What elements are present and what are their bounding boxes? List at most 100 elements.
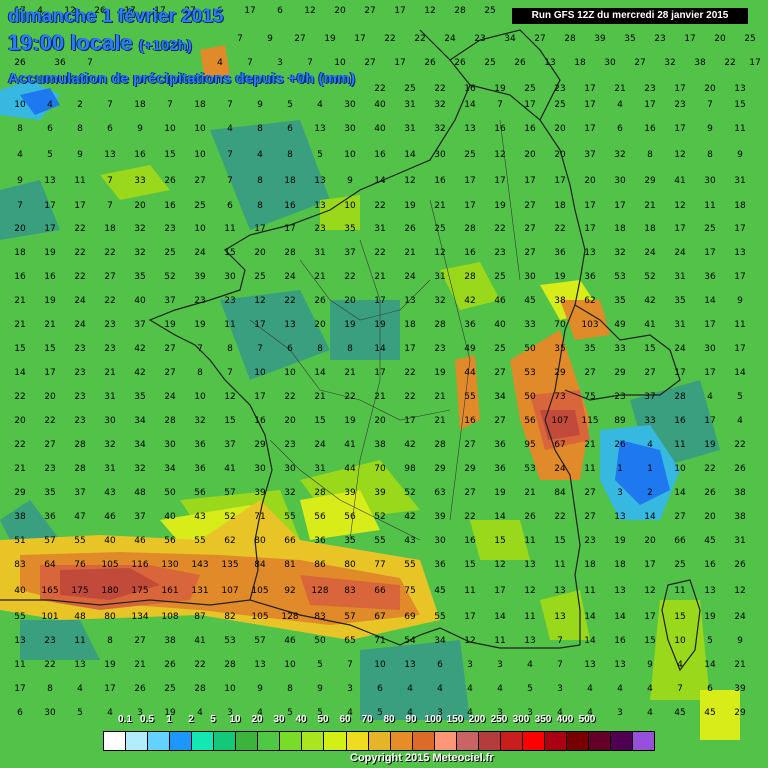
precip-value: 8 <box>257 124 263 134</box>
legend-swatch <box>500 732 523 750</box>
precip-value: 17 <box>644 100 655 110</box>
legend-label: 2 <box>188 714 194 725</box>
precip-value: 9 <box>17 176 23 186</box>
precip-value: 4 <box>347 708 353 718</box>
precip-value: 15 <box>224 248 235 258</box>
precip-value: 10 <box>674 636 686 646</box>
precip-value: 23 <box>434 344 445 354</box>
legend-swatch <box>104 732 127 750</box>
precip-value: 15 <box>554 536 565 546</box>
legend-label: 90 <box>405 714 417 725</box>
precip-value: 8 <box>17 124 23 134</box>
precip-value: 23 <box>164 224 175 234</box>
precip-value: 14 <box>14 368 26 378</box>
precip-value: 27 <box>584 512 595 522</box>
precip-value: 39 <box>194 272 206 282</box>
precip-value: 11 <box>224 320 235 330</box>
precip-value: 17 <box>464 201 475 211</box>
precip-value: 83 <box>344 586 355 596</box>
precip-value: 10 <box>194 392 206 402</box>
precip-value: 13 <box>314 201 325 211</box>
precip-value: 21 <box>44 320 55 330</box>
precip-value: 23 <box>284 440 295 450</box>
precip-value: 43 <box>104 488 115 498</box>
precip-value: 28 <box>314 488 326 498</box>
precip-value: 12 <box>674 150 685 160</box>
precip-value: 4 <box>47 100 53 110</box>
precip-value: 4 <box>407 684 413 694</box>
precip-value: 69 <box>404 612 416 622</box>
precip-value: 21 <box>374 272 385 282</box>
legend-swatch <box>390 732 413 750</box>
precip-value: 17 <box>704 368 715 378</box>
precip-value: 15 <box>464 560 475 570</box>
precip-value: 32 <box>284 488 295 498</box>
precip-value: 45 <box>434 586 445 596</box>
precip-value: 17 <box>394 6 405 16</box>
precip-value: 9 <box>707 124 713 134</box>
precip-value: 21 <box>434 416 445 426</box>
precip-value: 17 <box>44 224 55 234</box>
precip-value: 30 <box>434 150 446 160</box>
precip-value: 14 <box>494 612 506 622</box>
precip-value: 20 <box>554 124 566 134</box>
precip-value: 17 <box>14 684 25 694</box>
precip-value: 26 <box>704 488 716 498</box>
precip-value: 21 <box>344 368 355 378</box>
precip-value: 25 <box>164 684 175 694</box>
precip-value: 40 <box>104 536 116 546</box>
legend-label: 400 <box>556 714 574 725</box>
legend-swatch <box>633 732 655 750</box>
precip-value: 10 <box>374 660 386 670</box>
precip-value: 13 <box>554 612 565 622</box>
precip-value: 53 <box>524 368 535 378</box>
precip-value: 32 <box>614 248 625 258</box>
precip-value: 37 <box>134 320 145 330</box>
precip-zone <box>440 262 500 310</box>
precip-value: 5 <box>707 636 713 646</box>
precip-value: 107 <box>551 416 568 426</box>
precip-value: 21 <box>104 368 115 378</box>
precip-value: 56 <box>194 488 206 498</box>
precip-value: 18 <box>134 100 146 110</box>
precip-value: 26 <box>514 58 526 68</box>
precip-value: 143 <box>191 560 208 570</box>
precip-value: 175 <box>71 586 88 596</box>
precip-value: 28 <box>74 464 86 474</box>
precip-value: 25 <box>194 201 205 211</box>
precip-value: 13 <box>524 560 535 570</box>
coastline <box>148 29 581 649</box>
precip-value: 45 <box>704 708 715 718</box>
precip-value: 23 <box>44 464 55 474</box>
precip-value: 6 <box>47 124 53 134</box>
precip-value: 165 <box>41 586 58 596</box>
precip-value: 20 <box>554 150 566 160</box>
precip-value: 5 <box>317 660 323 670</box>
forecast-step: (+102h) <box>138 37 192 54</box>
precip-value: 3 <box>277 58 283 68</box>
precip-value: 19 <box>704 612 716 622</box>
precip-value: 26 <box>14 58 26 68</box>
precip-value: 16 <box>524 124 536 134</box>
precip-value: 62 <box>584 296 595 306</box>
precip-value: 41 <box>344 440 355 450</box>
precip-value: 15 <box>314 416 325 426</box>
precip-value: 13 <box>464 124 475 134</box>
precip-value: 9 <box>257 684 263 694</box>
precip-value: 26 <box>404 224 416 234</box>
precip-value: 13 <box>584 660 595 670</box>
precip-value: 46 <box>494 296 506 306</box>
precip-value: 55 <box>14 612 25 622</box>
precip-value: 17 <box>749 58 760 68</box>
precip-value: 14 <box>704 660 716 670</box>
precip-value: 4 <box>647 440 653 450</box>
border-belgium <box>449 29 561 121</box>
precip-value: 8 <box>257 176 263 186</box>
precip-value: 66 <box>674 536 686 546</box>
precip-value: 55 <box>434 612 445 622</box>
precip-value: 25 <box>484 6 495 16</box>
precip-value: 108 <box>161 612 178 622</box>
precip-value: 24 <box>644 248 656 258</box>
precip-value: 23 <box>74 344 85 354</box>
precip-value: 45 <box>524 296 535 306</box>
